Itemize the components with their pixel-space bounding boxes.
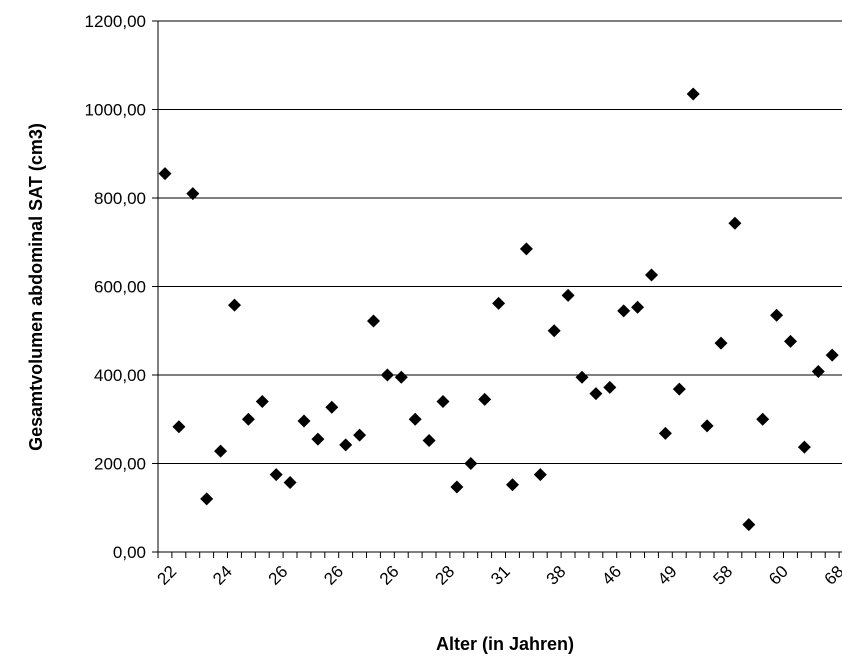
data-point [811, 364, 825, 378]
data-point [214, 444, 228, 458]
y-tick-label: 1000,00 [85, 101, 146, 120]
data-point [506, 478, 519, 492]
data-point [367, 314, 380, 328]
y-tick-label: 600,00 [94, 278, 146, 297]
data-point [589, 387, 603, 401]
x-tick-label: 31 [487, 562, 514, 589]
data-point [784, 334, 797, 348]
data-point [645, 268, 658, 282]
data-point [742, 518, 756, 532]
data-point [825, 348, 839, 362]
y-tick-label: 0,00 [113, 543, 146, 562]
data-point [603, 380, 617, 394]
data-point [241, 412, 255, 426]
data-point [617, 304, 631, 318]
x-tick-label: 60 [765, 562, 792, 589]
y-axis-title: Gesamtvolumen abdominal SAT (cm3) [26, 123, 46, 451]
data-point [533, 468, 547, 482]
x-tick-label: 26 [320, 562, 347, 589]
gridlines [158, 20, 842, 464]
data-point [547, 324, 561, 338]
x-tick-label: 58 [709, 562, 736, 589]
y-tick-label: 400,00 [94, 366, 146, 385]
data-point [672, 382, 686, 396]
y-tick-label: 1200,00 [85, 12, 146, 31]
data-point [228, 298, 241, 312]
data-point [158, 167, 172, 181]
data-point [339, 438, 353, 452]
data-point [269, 468, 283, 482]
data-point [464, 457, 478, 470]
x-tick-label: 38 [543, 562, 570, 589]
data-point [770, 308, 784, 322]
data-point [353, 428, 367, 442]
x-tick-label: 24 [209, 562, 236, 589]
x-tick-label: 49 [654, 562, 681, 589]
data-point [422, 433, 436, 447]
x-tick-label: 28 [431, 562, 458, 589]
data-point [686, 87, 700, 101]
data-point [408, 412, 422, 426]
x-tick-label: 26 [376, 562, 403, 589]
data-point [200, 492, 214, 506]
data-point [714, 336, 728, 350]
data-point [436, 395, 450, 409]
x-axis-title: Alter (in Jahren) [436, 634, 574, 654]
axes [152, 20, 842, 558]
data-point [631, 300, 645, 314]
data-point [728, 216, 742, 230]
y-tick-label: 200,00 [94, 455, 146, 474]
data-point [297, 414, 311, 428]
x-tick-label: 26 [265, 562, 292, 589]
x-tick-label: 68 [821, 562, 842, 589]
data-point [186, 187, 200, 201]
x-tick-label: 22 [153, 562, 180, 589]
data-point [519, 242, 533, 256]
data-point [575, 370, 589, 384]
data-point [561, 288, 575, 302]
data-point [797, 440, 811, 454]
y-tick-label: 800,00 [94, 189, 146, 208]
data-point [478, 392, 492, 406]
x-tick-labels: 22 24 26 26 26 28 31 38 46 49 58 60 68 [153, 562, 842, 589]
data-point [756, 412, 770, 426]
data-point [700, 419, 714, 433]
y-tick-labels: 0,00 200,00 400,00 600,00 800,00 1000,00 1200,… [85, 12, 146, 562]
data-point [172, 420, 186, 434]
data-point [394, 370, 408, 384]
data-point [450, 480, 464, 494]
data-point [325, 400, 339, 414]
data-point [658, 426, 672, 440]
x-tick-label: 46 [598, 562, 625, 589]
data-point [311, 432, 325, 446]
data-points [158, 87, 839, 532]
data-point [380, 368, 394, 382]
data-point [255, 395, 269, 409]
data-point [283, 476, 297, 490]
data-point [492, 296, 506, 310]
